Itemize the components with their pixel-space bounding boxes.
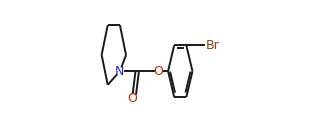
Text: O: O	[154, 65, 164, 78]
Text: Br: Br	[206, 39, 220, 52]
Text: N: N	[115, 65, 125, 78]
Text: O: O	[127, 92, 137, 105]
